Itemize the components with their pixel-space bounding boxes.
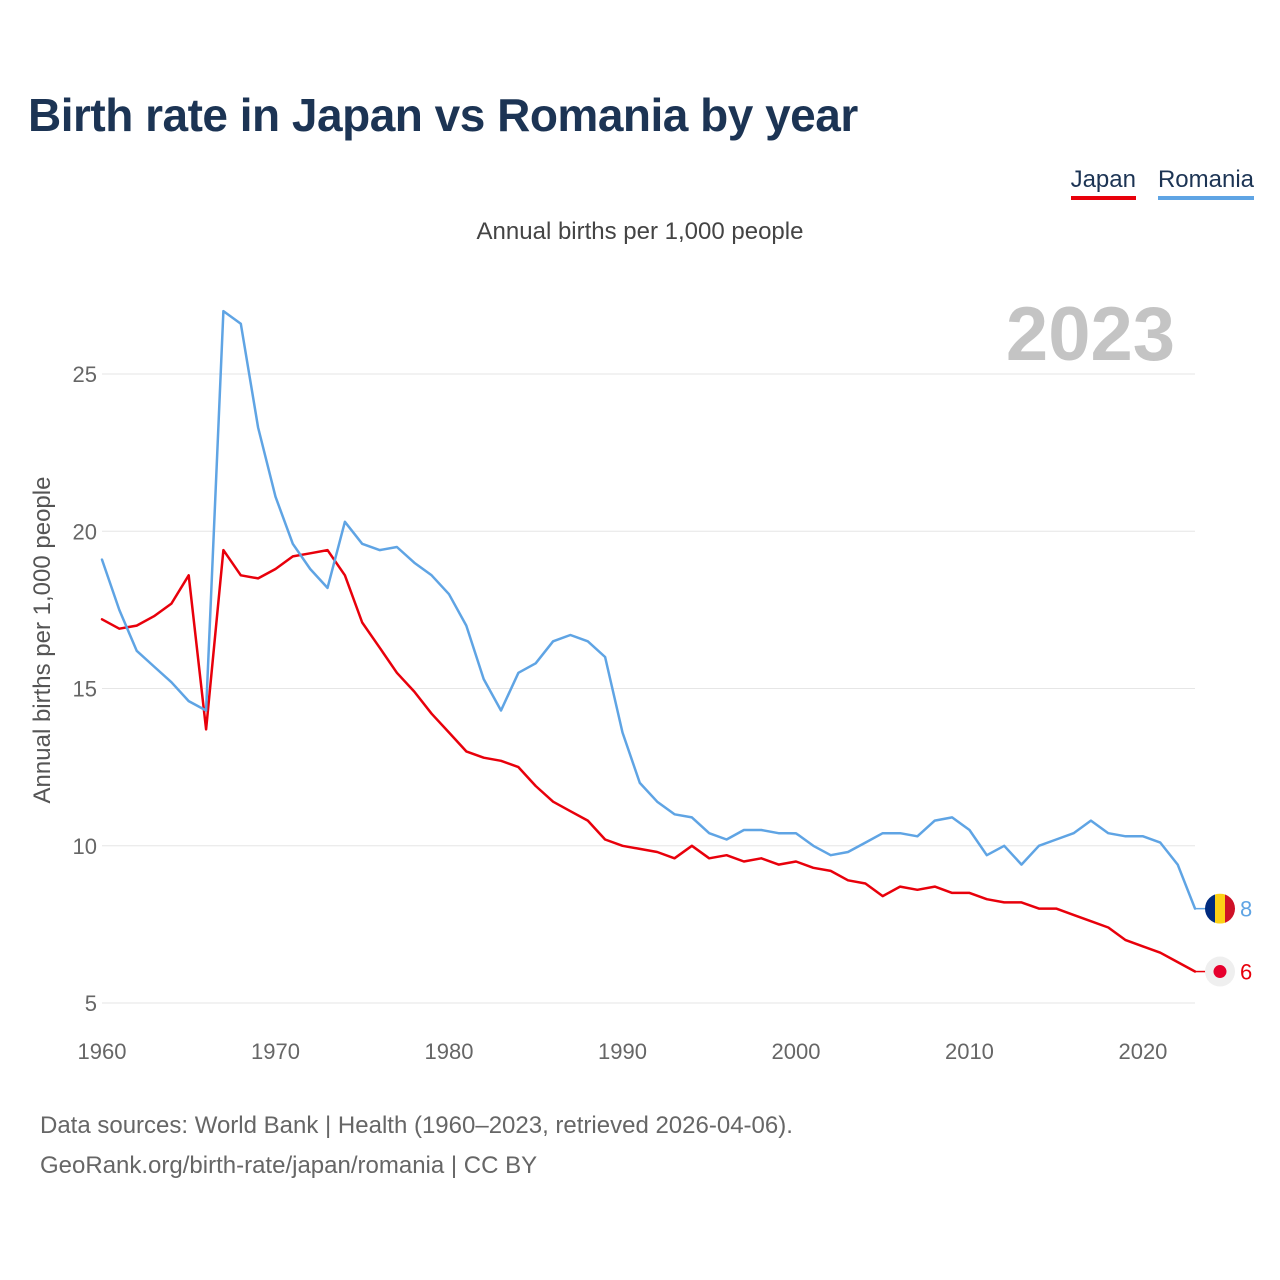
- y-axis-title: Annual births per 1,000 people: [29, 477, 56, 804]
- x-tick-label-2020: 2020: [1118, 1039, 1167, 1064]
- y-tick-label-15: 15: [73, 677, 97, 702]
- legend: Japan Romania: [1070, 166, 1254, 200]
- footer: Data sources: World Bank | Health (1960–…: [40, 1106, 793, 1186]
- series-line-romania[interactable]: [100, 309, 1197, 910]
- legend-japan[interactable]: Japan: [1070, 166, 1136, 200]
- y-tick-label-20: 20: [73, 519, 97, 544]
- y-tick-label-25: 25: [73, 362, 97, 387]
- x-tick-label-1980: 1980: [425, 1039, 474, 1064]
- flag-japan-icon: [1205, 956, 1235, 987]
- flag-romania-icon: [1205, 893, 1235, 924]
- x-axis-ticks: 1960 1970 1980 1990 2000 2010 2020: [78, 1039, 1168, 1064]
- y-axis-ticks: 5 10 15 20 25: [73, 362, 97, 1016]
- x-tick-label-1990: 1990: [598, 1039, 647, 1064]
- end-value-label-japan: 6: [1240, 960, 1252, 985]
- chart-subtitle: Annual births per 1,000 people: [476, 218, 804, 245]
- footer-link[interactable]: GeoRank.org/birth-rate/japan/romania | C…: [40, 1152, 538, 1179]
- chart-title: Birth rate in Japan vs Romania by year: [28, 89, 858, 141]
- x-tick-label-2000: 2000: [771, 1039, 820, 1064]
- end-value-label-romania: 8: [1240, 897, 1252, 922]
- current-year-label: 2023: [1006, 292, 1175, 377]
- x-tick-label-1960: 1960: [78, 1039, 127, 1064]
- grid-lines: [102, 373, 1195, 1004]
- series-line-japan[interactable]: [100, 548, 1197, 973]
- y-tick-label-10: 10: [73, 834, 97, 859]
- x-tick-label-2010: 2010: [945, 1039, 994, 1064]
- x-tick-label-1970: 1970: [251, 1039, 300, 1064]
- line-chart: 5 10 15 20 25 1960 1970 1980 1990 2000 2010 2020 2…: [29, 292, 1252, 1064]
- legend-romania[interactable]: Romania: [1157, 166, 1254, 200]
- end-markers: 68: [1195, 893, 1252, 987]
- series-lines: [100, 309, 1197, 973]
- y-tick-label-5: 5: [85, 991, 97, 1016]
- footer-sources: Data sources: World Bank | Health (1960–…: [40, 1112, 793, 1139]
